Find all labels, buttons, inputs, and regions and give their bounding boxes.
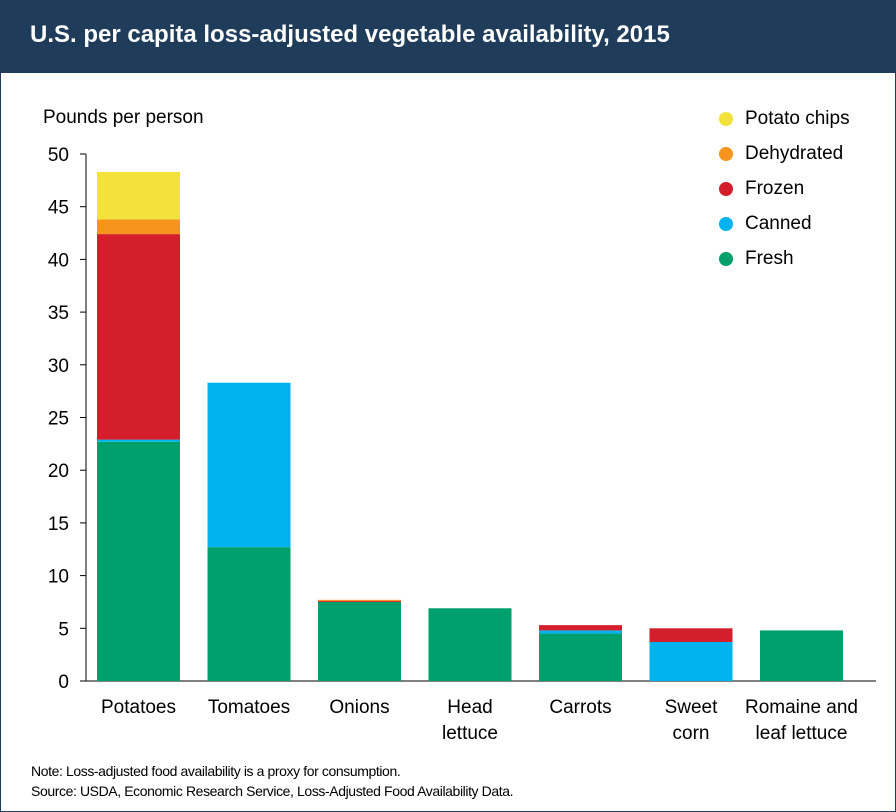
y-tick-label: 30 xyxy=(48,356,69,377)
chart-title: U.S. per capita loss-adjusted vegetable … xyxy=(30,21,670,48)
x-tick-label-line: leaf lettuce xyxy=(756,723,848,744)
bar-segment-potato-chips xyxy=(97,171,180,220)
bar-segment-fresh xyxy=(318,601,401,681)
y-tick-label: 45 xyxy=(48,198,69,219)
y-tick-label: 0 xyxy=(58,672,69,693)
x-tick-label: Potatoes xyxy=(101,697,176,718)
legend-swatch xyxy=(719,182,733,196)
legend-swatch xyxy=(719,112,733,126)
legend-swatch xyxy=(719,147,733,161)
source-text: Source: USDA, Economic Research Service,… xyxy=(31,783,514,799)
x-tick-label-line: corn xyxy=(673,723,710,744)
y-tick-label: 35 xyxy=(48,303,69,324)
x-tick-label: Onions xyxy=(329,697,389,718)
bar-segment-frozen xyxy=(97,234,180,440)
legend-label: Potato chips xyxy=(745,108,850,129)
legend-item-canned: Canned xyxy=(719,211,812,237)
x-tick-label: Tomatoes xyxy=(208,697,290,718)
x-tick-label-line: Head xyxy=(447,697,492,718)
bar-segment-frozen xyxy=(539,625,622,631)
y-axis-label: Pounds per person xyxy=(43,107,204,128)
x-tick-label: Head lettuce xyxy=(442,697,498,744)
x-tick-label: Romaine and leaf lettuce xyxy=(745,697,858,744)
bar-segment-dehydrated xyxy=(97,219,180,235)
bar-segment-fresh xyxy=(97,441,180,681)
x-tick-label-line: lettuce xyxy=(442,723,498,744)
x-tick-label-line: Tomatoes xyxy=(208,697,290,718)
note-text: Note: Loss-adjusted food availability is… xyxy=(31,763,401,779)
x-tick-label-line: Potatoes xyxy=(101,697,176,718)
bar-segment-canned xyxy=(207,382,291,548)
y-tick-label: 5 xyxy=(58,619,69,640)
x-tick-label: Sweet corn xyxy=(665,697,719,744)
y-tick-label: 15 xyxy=(48,514,69,535)
bar-segment-frozen xyxy=(318,600,401,602)
legend-item-dehydrated: Dehydrated xyxy=(719,141,843,167)
bar-segment-fresh xyxy=(428,608,512,681)
bar-segment-canned xyxy=(97,439,180,442)
bar-segment-fresh xyxy=(539,633,622,681)
legend-label: Fresh xyxy=(745,248,794,269)
title-bar: U.S. per capita loss-adjusted vegetable … xyxy=(1,1,895,73)
x-tick-label: Carrots xyxy=(549,697,611,718)
legend-label: Frozen xyxy=(745,178,805,199)
legend-swatch xyxy=(719,252,733,266)
legend-label: Canned xyxy=(745,213,812,234)
bar-segment-fresh xyxy=(760,630,843,681)
x-tick-label-line: Carrots xyxy=(549,697,611,718)
legend-label: Dehydrated xyxy=(745,143,844,164)
bar-segment-frozen xyxy=(649,628,733,643)
y-tick-label: 10 xyxy=(48,567,69,588)
x-tick-label-line: Romaine and xyxy=(745,697,858,718)
legend-item-potato-chips: Potato chips xyxy=(719,106,850,132)
bar-segment-dehydrated xyxy=(318,599,401,601)
x-tick-label-line: Sweet xyxy=(665,697,719,718)
y-tick-label: 50 xyxy=(48,145,69,166)
legend-swatch xyxy=(719,217,733,231)
bar-segment-canned xyxy=(649,642,733,681)
y-tick-label: 20 xyxy=(48,461,69,482)
legend-item-fresh: Fresh xyxy=(719,246,794,272)
legend-item-frozen: Frozen xyxy=(719,176,804,202)
y-tick-label: 40 xyxy=(48,250,69,271)
bar-segment-fresh xyxy=(207,547,291,681)
x-tick-label-line: Onions xyxy=(329,697,389,718)
bar-segment-canned xyxy=(539,630,622,634)
y-tick-label: 25 xyxy=(48,409,69,430)
